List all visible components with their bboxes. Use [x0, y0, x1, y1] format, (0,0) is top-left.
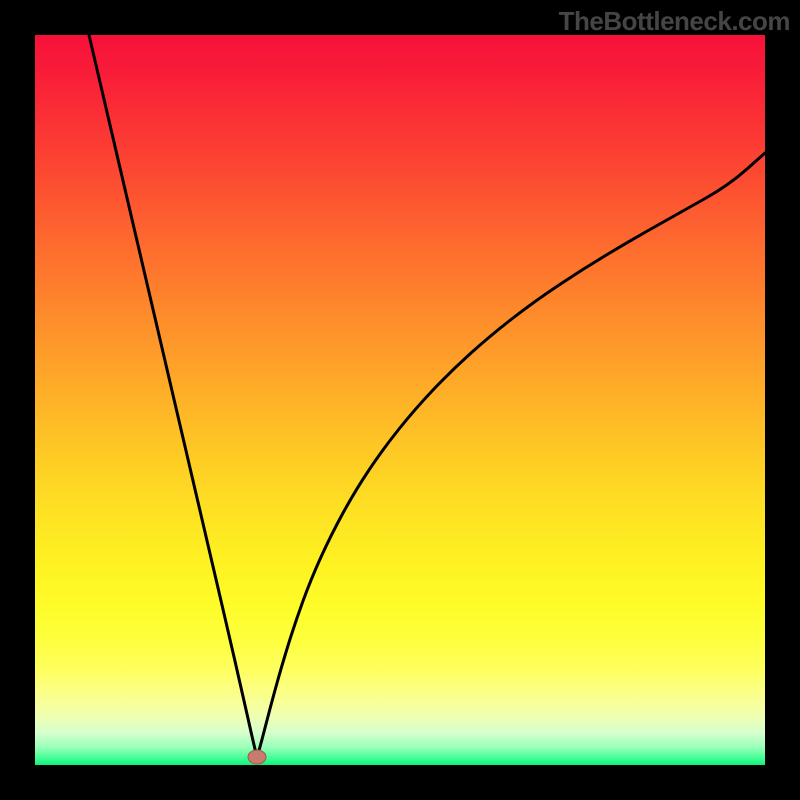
optimum-marker [248, 750, 266, 764]
plot-area [35, 35, 765, 765]
watermark-text: TheBottleneck.com [559, 6, 790, 37]
bottleneck-curve [35, 35, 765, 765]
bottleneck-curve-path [89, 35, 765, 754]
